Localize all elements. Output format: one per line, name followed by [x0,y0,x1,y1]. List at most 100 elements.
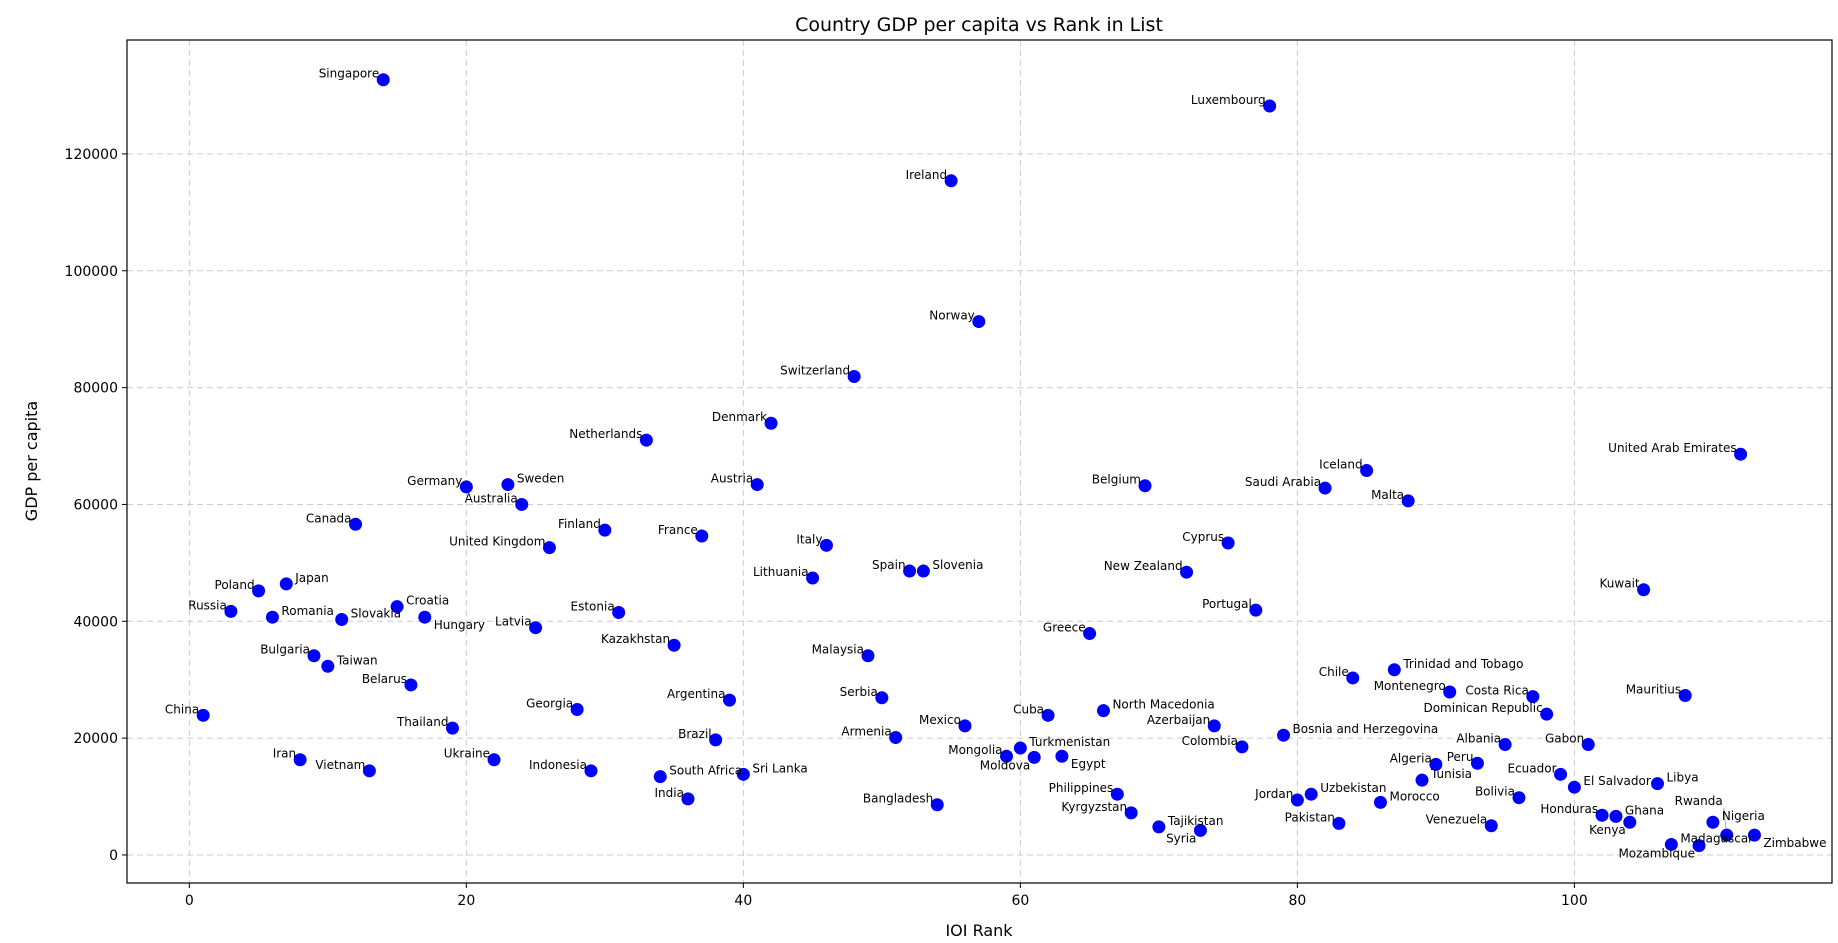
point-label: Russia [188,598,227,612]
point-label: Malaysia [812,643,864,657]
data-point [307,649,321,663]
data-point [1498,738,1512,752]
point-label: Portugal [1202,597,1252,611]
data-point [903,564,917,578]
data-point [612,606,626,620]
data-point [1180,565,1194,579]
data-point [293,753,307,767]
data-point [1013,741,1027,755]
data-point [279,577,293,591]
point-label: Zimbabwe [1763,836,1826,850]
chart-title: Country GDP per capita vs Rank in List [795,14,1163,36]
data-point [459,480,473,494]
point-label: Mozambique [1618,847,1695,861]
data-point [1623,815,1637,829]
data-point [750,478,764,492]
point-label: Costa Rica [1465,684,1528,698]
point-label: Armenia [841,725,891,739]
point-label: United Arab Emirates [1608,441,1736,455]
point-label: Libya [1666,771,1698,785]
data-point [958,719,972,733]
data-point [875,691,889,705]
point-label: Tajikistan [1167,814,1224,828]
data-point [515,497,529,511]
point-label: Vietnam [315,758,365,772]
data-point [916,564,930,578]
point-label: China [165,702,199,716]
point-label: Kazakhstan [601,632,670,646]
data-point [362,764,376,778]
point-label: Bolivia [1475,785,1515,799]
data-point [1221,536,1235,550]
data-point [1415,773,1429,787]
point-label: Australia [465,491,518,505]
point-label: Georgia [526,696,573,710]
point-label: Denmark [712,410,767,424]
data-point [681,792,695,806]
point-label: Latvia [495,615,532,629]
data-point [224,604,238,618]
data-point [1318,481,1332,495]
data-point [653,770,667,784]
point-label: Azerbaijan [1147,713,1210,727]
point-label: Singapore [319,67,380,81]
point-label: Mexico [919,713,961,727]
point-label: Bulgaria [260,643,310,657]
data-point [847,369,861,383]
data-point [1263,99,1277,113]
point-label: Trinidad and Tobago [1402,657,1523,671]
data-point [1706,815,1720,829]
point-label: Malta [1371,488,1404,502]
data-point [1360,464,1374,478]
y-tick-label: 100000 [65,264,118,280]
data-point [390,600,404,614]
point-label: Ukraine [444,747,490,761]
point-label: Peru [1447,750,1474,764]
point-label: Kenya [1589,823,1626,837]
x-tick-label: 20 [457,893,475,909]
data-point [695,529,709,543]
point-label: Ireland [906,168,948,182]
point-label: Rwanda [1675,794,1723,808]
data-point [1124,806,1138,820]
data-point [1290,793,1304,807]
data-point [1277,728,1291,742]
data-point [667,638,681,652]
point-label: Nigeria [1722,809,1765,823]
point-label: Venezuela [1426,813,1488,827]
x-tick-label: 60 [1011,893,1029,909]
point-label: Chile [1319,665,1349,679]
point-label: Mauritius [1626,682,1681,696]
data-point [542,541,556,555]
data-point [1083,627,1097,641]
data-point [1041,708,1055,722]
point-label: Tunisia [1430,767,1472,781]
point-label: Syria [1166,831,1196,845]
data-point [418,610,432,624]
point-label: Madagascar [1680,831,1753,845]
grid [127,40,1832,883]
point-label: Algeria [1390,751,1432,765]
data-point [445,721,459,735]
data-point [1152,820,1166,834]
point-label: Austria [711,472,753,486]
data-point [1235,740,1249,754]
y-tick-label: 120000 [65,147,118,163]
point-label: Belgium [1092,473,1141,487]
x-tick-label: 100 [1561,893,1588,909]
data-point [1554,767,1568,781]
data-point [736,767,750,781]
data-point [1637,583,1651,597]
data-point [1055,749,1069,763]
data-point [265,610,279,624]
point-label: Sri Lanka [752,761,807,775]
data-point [1678,688,1692,702]
data-point [1484,819,1498,833]
point-label: Belarus [362,672,407,686]
data-point [1387,663,1401,677]
point-label: Moldova [980,758,1030,772]
data-point [972,315,986,329]
data-point [1581,738,1595,752]
point-label: Greece [1043,621,1086,635]
point-label: Spain [872,558,906,572]
